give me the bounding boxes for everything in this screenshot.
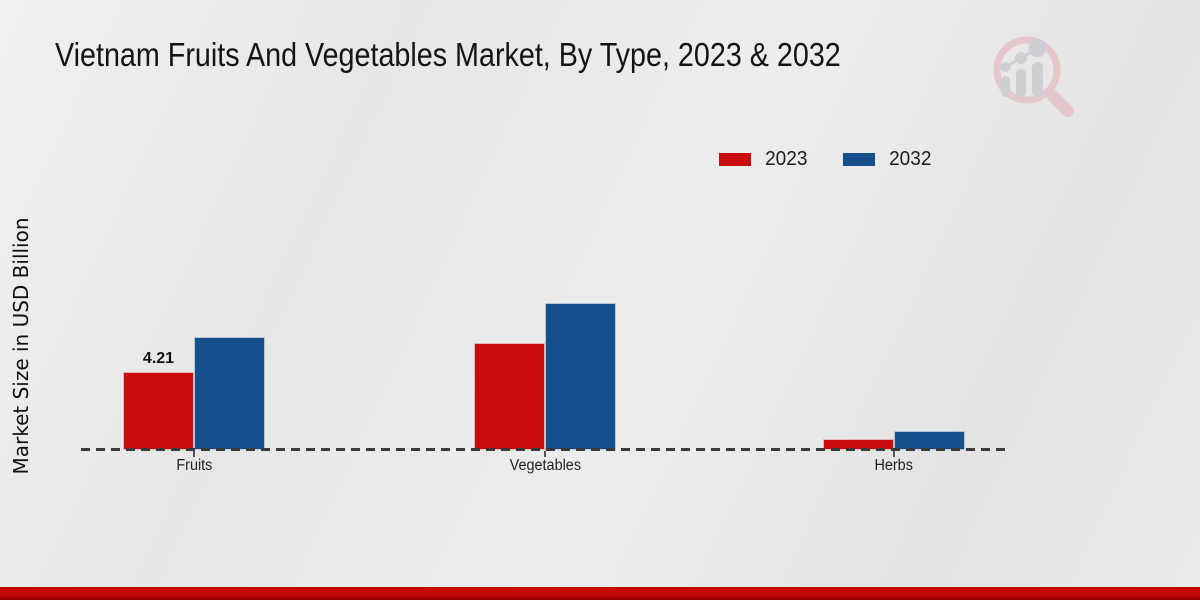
legend-item-2032: 2032 xyxy=(842,148,933,171)
legend: 2023 2032 xyxy=(719,148,966,171)
magnifier-bar-chart-logo-icon xyxy=(993,36,1074,117)
category-label-vegetables: Vegetables xyxy=(509,457,581,474)
legend-swatch-2023 xyxy=(719,153,751,166)
bar-2023-fruits xyxy=(123,372,194,450)
bar-2023-vegetables xyxy=(474,343,545,450)
legend-item-2023: 2023 xyxy=(719,148,809,171)
category-label-fruits: Fruits xyxy=(175,457,213,474)
x-axis-tick-vegetables xyxy=(544,451,546,457)
footer-accent-bar xyxy=(0,587,1200,600)
x-axis-tick-herbs xyxy=(893,451,895,457)
value-label-fruits-2023: 4.21 xyxy=(142,350,175,367)
legend-label-2023: 2023 xyxy=(765,148,808,170)
bar-2032-fruits xyxy=(194,337,265,450)
chart-title-text: Vietnam Fruits And Vegetables Market, By… xyxy=(55,36,841,73)
x-axis-tick-fruits xyxy=(193,451,195,457)
category-label-herbs: Herbs xyxy=(874,457,914,474)
legend-label-2032: 2032 xyxy=(888,148,931,170)
legend-swatch-2032 xyxy=(842,153,875,166)
x-axis-baseline xyxy=(81,448,1008,451)
y-axis-label: Market Size in USD Billion xyxy=(9,217,33,475)
chart-title: Vietnam Fruits And Vegetables Market, By… xyxy=(55,36,958,74)
bar-2032-vegetables xyxy=(545,303,616,450)
